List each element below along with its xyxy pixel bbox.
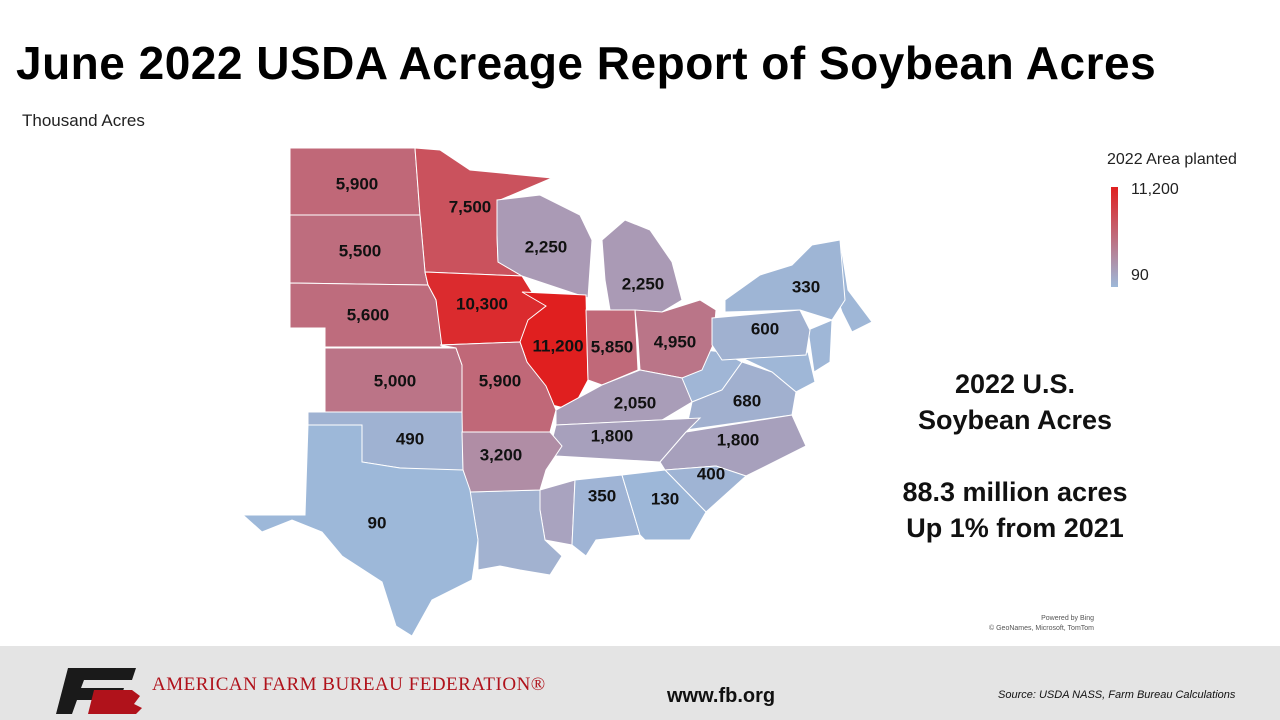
state-shape — [539, 479, 576, 546]
state — [496, 194, 593, 299]
state — [289, 282, 443, 348]
logo — [56, 668, 142, 714]
state — [724, 239, 846, 321]
credit-line: Powered by Bing — [1041, 615, 1094, 622]
state — [439, 341, 557, 433]
state-label: 5,500 — [339, 241, 382, 260]
unlabeled-states — [469, 239, 873, 576]
state — [711, 309, 811, 361]
state-label: 5,900 — [479, 371, 522, 390]
state-label: 5,600 — [347, 305, 390, 324]
summary-line: 88.3 million acres — [902, 477, 1128, 507]
footer: AMERICAN FARM BUREAU FEDERATION® www.fb.… — [0, 646, 1280, 720]
state-label: 5,000 — [374, 371, 417, 390]
summary-heading: 2022 U.S. — [954, 369, 1076, 399]
source: Source: USDA NASS, Farm Bureau Calculati… — [998, 689, 1236, 701]
summary-line: Up 1% from 2021 — [906, 513, 1124, 543]
state-label: 5,900 — [336, 174, 379, 193]
state-label: 5,850 — [591, 337, 634, 356]
legend-max-label: 11,200 — [1131, 181, 1179, 198]
state — [241, 424, 479, 637]
state — [621, 469, 707, 541]
state-label: 4,950 — [654, 332, 697, 351]
state-label: 2,050 — [614, 393, 657, 412]
state — [685, 361, 797, 431]
state-label: 1,800 — [717, 430, 760, 449]
credit-line: © GeoNames, Microsoft, TomTom — [989, 625, 1094, 632]
state-label: 600 — [751, 319, 779, 338]
legend-gradient — [1111, 187, 1118, 287]
state-label: 10,300 — [456, 294, 508, 313]
state-shape — [807, 319, 833, 373]
state-label: 330 — [792, 277, 820, 296]
state-label: 11,200 — [532, 336, 583, 355]
spacer — [860, 438, 1170, 474]
state-label: 90 — [368, 513, 387, 532]
logo-b — [88, 690, 142, 714]
state-label: 130 — [651, 489, 679, 508]
state-label: 2,250 — [622, 274, 665, 293]
state-label: 7,500 — [449, 197, 492, 216]
state — [634, 299, 717, 379]
state-label: 350 — [588, 486, 616, 505]
map: 5,900 7,500 5,500 2,250 2,250 10,300 5,600 11,2… — [241, 147, 1237, 637]
legend-min-label: 90 — [1131, 267, 1149, 284]
state — [601, 219, 683, 313]
state-label: 1,800 — [591, 426, 634, 445]
summary-heading: Soybean Acres — [917, 405, 1113, 435]
state-label: 2,250 — [525, 237, 568, 256]
website[interactable]: www.fb.org — [667, 685, 776, 707]
state-label: 400 — [697, 464, 725, 483]
title: June 2022 USDA Acreage Report of Soybean… — [16, 37, 1157, 89]
subtitle: Thousand Acres — [22, 111, 145, 130]
map-credit: Powered by Bing © GeoNames, Microsoft, T… — [984, 614, 1094, 634]
legend-title: 2022 Area planted — [1107, 151, 1237, 168]
state-label: 680 — [733, 391, 761, 410]
summary: 2022 U.S. Soybean Acres 88.3 million acr… — [860, 366, 1170, 546]
state-shape — [469, 489, 563, 576]
state-label: 3,200 — [480, 445, 523, 464]
organization: AMERICAN FARM BUREAU FEDERATION® — [152, 674, 546, 695]
state-label: 490 — [396, 429, 424, 448]
